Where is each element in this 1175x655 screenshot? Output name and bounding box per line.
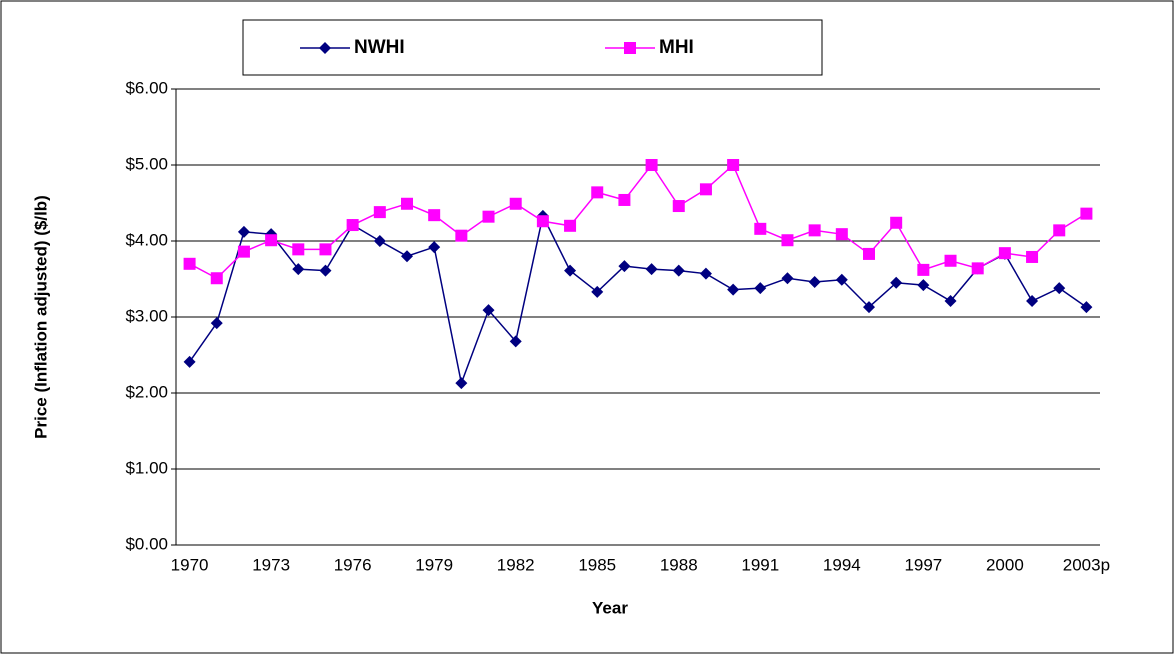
data-point bbox=[292, 263, 305, 276]
data-point bbox=[808, 276, 821, 289]
data-point bbox=[237, 225, 250, 238]
data-point bbox=[672, 200, 685, 213]
data-point bbox=[727, 159, 740, 171]
data-point bbox=[455, 377, 468, 390]
data-point bbox=[618, 193, 631, 206]
data-point bbox=[1080, 207, 1093, 220]
data-point bbox=[863, 247, 875, 260]
y-tick-label: $5.00 bbox=[125, 154, 168, 173]
x-axis-title: Year bbox=[592, 598, 628, 617]
y-axis-title: Price (Inflation adjusted) ($/lb) bbox=[31, 195, 50, 439]
x-tick-label: 1991 bbox=[741, 555, 779, 574]
data-point bbox=[428, 241, 441, 254]
data-point bbox=[237, 245, 250, 258]
series-line bbox=[189, 163, 1087, 280]
data-point bbox=[1080, 301, 1093, 314]
data-point bbox=[754, 222, 767, 235]
data-point bbox=[808, 224, 821, 237]
data-point bbox=[781, 272, 794, 285]
data-point bbox=[998, 247, 1011, 260]
data-point bbox=[917, 263, 930, 276]
x-tick-label: 1997 bbox=[904, 555, 942, 574]
data-point bbox=[1026, 295, 1039, 308]
x-tick-label: 1970 bbox=[171, 555, 209, 574]
data-point bbox=[319, 243, 332, 256]
data-point bbox=[835, 228, 848, 241]
data-point bbox=[210, 272, 223, 285]
x-tick-label: 1979 bbox=[415, 555, 453, 574]
data-point bbox=[591, 285, 604, 298]
x-tick-label: 1994 bbox=[823, 555, 861, 574]
legend-marker bbox=[624, 42, 636, 54]
legend-label: NWHI bbox=[354, 37, 405, 58]
data-point bbox=[1026, 250, 1039, 263]
legend-marker bbox=[319, 42, 331, 54]
x-tick-label: 1988 bbox=[660, 555, 698, 574]
x-tick-label: 2003p bbox=[1063, 555, 1110, 574]
data-point bbox=[319, 264, 332, 277]
data-point bbox=[482, 210, 495, 223]
y-tick-label: $6.00 bbox=[125, 78, 168, 97]
data-point bbox=[509, 197, 522, 210]
legend-label: MHI bbox=[659, 37, 694, 58]
data-point bbox=[917, 279, 930, 292]
data-point bbox=[971, 262, 984, 275]
data-point bbox=[591, 186, 604, 199]
data-point bbox=[699, 267, 712, 280]
data-point bbox=[564, 219, 577, 232]
y-tick-label: $0.00 bbox=[125, 534, 168, 553]
data-point bbox=[292, 243, 305, 256]
data-point bbox=[645, 263, 658, 276]
data-point bbox=[536, 215, 549, 228]
data-point bbox=[373, 235, 386, 247]
data-point bbox=[346, 219, 359, 232]
data-point bbox=[944, 295, 957, 308]
data-point bbox=[863, 301, 875, 314]
x-tick-label: 1982 bbox=[497, 555, 535, 574]
x-tick-label: 1973 bbox=[252, 555, 290, 574]
data-point bbox=[890, 276, 903, 289]
y-tick-label: $4.00 bbox=[125, 230, 168, 249]
data-point bbox=[944, 254, 957, 267]
data-point bbox=[265, 234, 278, 247]
data-point bbox=[210, 317, 223, 330]
data-point bbox=[781, 234, 794, 247]
data-point bbox=[754, 282, 767, 295]
y-tick-label: $2.00 bbox=[125, 382, 168, 401]
data-point bbox=[482, 304, 495, 317]
data-point bbox=[672, 264, 685, 277]
data-point bbox=[401, 250, 413, 263]
data-point bbox=[645, 159, 658, 171]
data-point bbox=[890, 216, 903, 229]
x-tick-label: 2000 bbox=[986, 555, 1024, 574]
data-point bbox=[618, 260, 631, 273]
series-line bbox=[188, 213, 1087, 386]
data-point bbox=[509, 335, 522, 348]
data-point bbox=[428, 209, 441, 222]
data-point bbox=[1053, 224, 1066, 237]
x-tick-label: 1985 bbox=[578, 555, 616, 574]
data-point bbox=[727, 283, 740, 296]
data-point bbox=[183, 355, 196, 368]
data-point bbox=[183, 257, 196, 270]
data-point bbox=[564, 264, 577, 277]
data-point bbox=[835, 273, 848, 286]
data-point bbox=[455, 229, 468, 242]
y-tick-label: $1.00 bbox=[125, 458, 168, 477]
data-point bbox=[401, 197, 413, 210]
data-point bbox=[699, 183, 712, 196]
y-tick-label: $3.00 bbox=[125, 306, 168, 325]
data-point bbox=[373, 206, 386, 219]
x-tick-label: 1976 bbox=[334, 555, 372, 574]
data-point bbox=[1053, 282, 1066, 295]
